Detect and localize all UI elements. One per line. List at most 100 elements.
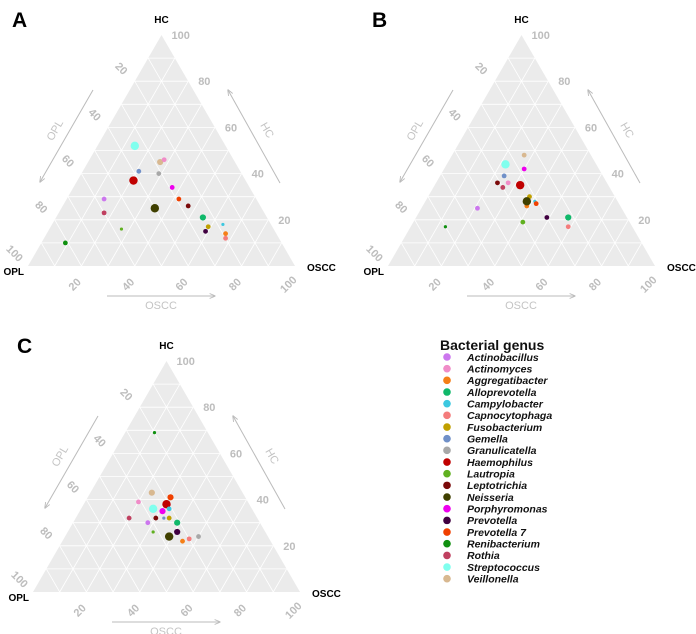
point-prevotella-7	[167, 494, 174, 501]
point-streptococcus	[130, 141, 139, 151]
tick-label-opl: 40	[446, 107, 463, 124]
tick-label-opl: 20	[472, 61, 489, 78]
point-prevotella	[544, 215, 550, 220]
point-porphyromonas	[159, 508, 166, 515]
point-leptotrichia	[185, 203, 191, 209]
tick-label-hc: 20	[638, 215, 650, 227]
tick-label-opl: 20	[112, 61, 129, 78]
tick-label-oscc: 40	[125, 602, 142, 619]
hc-axis-title: HC	[257, 121, 275, 141]
legend-swatch	[443, 528, 451, 536]
hc-axis-arrow	[588, 90, 641, 184]
tick-label-opl: 60	[419, 153, 436, 170]
gridline-opl	[441, 173, 496, 267]
tick-label-oscc: 40	[480, 276, 497, 293]
gridline-opl	[126, 430, 221, 593]
point-neisseria	[522, 197, 532, 206]
oscc-axis-title: OSCC	[145, 300, 177, 312]
legend-item: Granulicatella	[443, 445, 537, 457]
gridline-opl	[81, 173, 136, 267]
point-actinomyces	[505, 180, 511, 186]
legend-item: Haemophilus	[443, 457, 533, 469]
legend-item: Rothia	[443, 550, 500, 562]
tick-label-oscc: 60	[534, 276, 551, 293]
legend-item: Campylobacter	[443, 398, 544, 410]
point-actinobacillus	[145, 520, 151, 526]
legend-title: Bacterial genus	[440, 337, 544, 353]
tick-label-opl: 80	[392, 199, 409, 216]
legend-item: Veillonella	[443, 574, 519, 586]
tick-label-hc: 100	[172, 30, 190, 42]
point-alloprevotella	[199, 214, 206, 221]
point-capnocytophaga	[186, 536, 192, 542]
tick-label-hc: 60	[230, 448, 242, 460]
tick-label-opl: 80	[32, 199, 49, 216]
point-prevotella	[174, 528, 181, 536]
point-fusobacterium	[205, 224, 211, 230]
gridline-opl	[454, 150, 522, 267]
gridline-opl	[507, 57, 629, 267]
tick-label-hc: 100	[532, 30, 550, 42]
legend-item: Prevotella 7	[443, 527, 527, 539]
point-granulicatella	[156, 171, 162, 177]
legend-label: Prevotella	[467, 515, 517, 527]
opl-axis-title: OPL	[405, 118, 426, 143]
tick-label-hc: 60	[225, 122, 237, 134]
point-renibacterium	[443, 225, 448, 229]
opl-axis-title: OPL	[45, 118, 66, 143]
gridline-oscc	[627, 242, 642, 267]
tick-label-opl: 100	[363, 243, 384, 264]
gridline-opl	[59, 545, 87, 593]
point-capnocytophaga	[223, 235, 228, 241]
tick-label-oscc: 100	[278, 274, 299, 295]
legend-swatch	[443, 493, 451, 501]
tick-label-oscc: 100	[283, 600, 304, 621]
tick-label-hc: 100	[177, 356, 195, 368]
legend-swatch	[443, 376, 451, 385]
point-aggregatibacter	[223, 231, 228, 237]
legend-label: Prevotella 7	[467, 527, 527, 539]
legend-swatch	[443, 574, 451, 583]
gridline-oscc	[414, 57, 536, 267]
tick-label-opl: 60	[64, 479, 81, 496]
tick-label-opl: 100	[3, 243, 24, 264]
tick-label-oscc: 20	[67, 276, 84, 293]
legend-swatch	[443, 411, 451, 420]
legend-swatch	[443, 516, 451, 525]
vertex-label-oscc: OSCC	[312, 589, 341, 600]
legend-swatch	[443, 446, 451, 455]
point-neisseria	[150, 204, 160, 213]
legend-label: Renibacterium	[467, 539, 540, 551]
tick-label-opl: 40	[91, 433, 108, 450]
vertex-label-hc: HC	[514, 15, 528, 26]
point-alloprevotella	[174, 519, 181, 526]
gridline-oscc	[166, 476, 234, 593]
point-veillonella	[521, 152, 527, 158]
legend-item: Porphyromonas	[443, 504, 548, 516]
legend-swatch	[443, 481, 451, 490]
gridline-oscc	[601, 219, 629, 267]
legend-label: Granulicatella	[467, 445, 537, 457]
point-renibacterium	[62, 240, 68, 246]
legend-label: Rothia	[467, 550, 500, 562]
legend-swatch	[443, 353, 451, 361]
gridline-opl	[86, 499, 141, 593]
point-veillonella	[148, 489, 155, 496]
legend-swatch	[443, 364, 451, 373]
ternary-panel-b: B 20 20 20 40 40 40 60 60 60 80 80 80 100 100 100 OPL HC O…	[363, 9, 696, 312]
legend-swatch	[443, 458, 451, 466]
legend-swatch	[443, 551, 451, 560]
tick-label-hc: 80	[558, 76, 570, 88]
panel-letter: A	[12, 9, 27, 32]
point-lautropia	[151, 530, 155, 534]
hc-axis-title: HC	[617, 121, 635, 141]
gridline-oscc	[467, 104, 562, 267]
hc-axis-arrow	[228, 90, 281, 184]
point-veillonella	[157, 158, 164, 166]
tick-label-hc: 40	[252, 169, 264, 181]
point-rothia	[101, 210, 107, 216]
point-actinobacillus	[101, 196, 107, 202]
point-fusobacterium	[166, 515, 172, 521]
gridline-oscc	[54, 57, 176, 267]
gridline-oscc	[187, 173, 242, 267]
